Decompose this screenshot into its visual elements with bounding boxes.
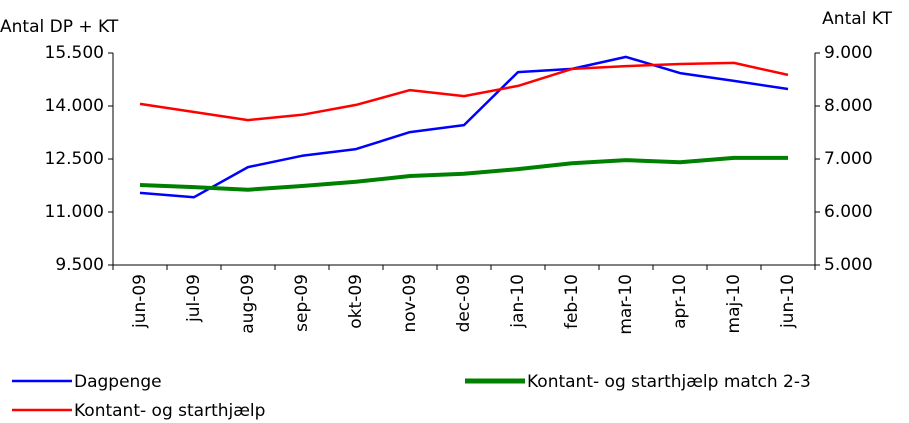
x-tick-label: nov-09 <box>400 274 420 333</box>
y2-tick-label: 7.000 <box>824 149 873 169</box>
series-line <box>139 55 789 199</box>
series-line <box>139 155 788 192</box>
legend-label: Kontant- og starthjælp match 2-3 <box>527 372 811 392</box>
x-tick-label: aug-09 <box>238 274 258 334</box>
x-tick-label: jun-09 <box>130 274 150 329</box>
x-tick-label: feb-10 <box>562 274 582 329</box>
y2-tick-label: 5.000 <box>824 255 873 275</box>
y-tick-label: 11.000 <box>45 202 104 222</box>
x-tick-label: mar-10 <box>616 274 636 335</box>
x-tick-label: jul-09 <box>184 274 204 323</box>
x-tick-label: apr-10 <box>670 274 690 329</box>
y2-tick-label: 9.000 <box>824 43 873 63</box>
y-tick-label: 12.500 <box>45 149 104 169</box>
y-tick-label: 9.500 <box>55 255 104 275</box>
x-tick-label: maj-10 <box>724 274 744 333</box>
x-tick-label: jan-10 <box>508 274 528 329</box>
series-line <box>139 61 789 122</box>
legend-label: Kontant- og starthjælp <box>74 401 265 421</box>
x-tick-label: okt-09 <box>346 274 366 329</box>
y-axis-title: Antal DP + KT <box>0 17 119 37</box>
y2-tick-label: 6.000 <box>824 202 873 222</box>
x-tick-label: dec-09 <box>454 274 474 332</box>
y2-axis-title: Antal KT <box>822 9 892 29</box>
legend-label: Dagpenge <box>74 372 162 392</box>
y-tick-label: 14.000 <box>45 96 104 116</box>
x-tick-label: jun-10 <box>778 274 798 329</box>
y2-tick-label: 8.000 <box>824 96 873 116</box>
x-tick-label: sep-09 <box>292 274 312 332</box>
y-tick-label: 15.500 <box>45 43 104 63</box>
